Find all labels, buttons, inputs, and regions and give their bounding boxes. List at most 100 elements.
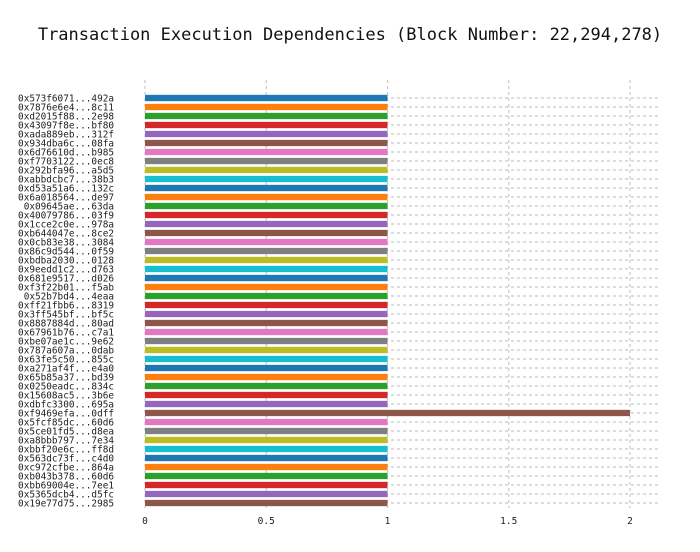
bar-11 [145,193,388,201]
y-tick-label: 0x52b7bd4...4eaa [24,291,114,302]
bar-36 [145,418,388,426]
x-axis-labels: 0 0.5 1 1.5 2 [142,516,633,527]
bar-9 [145,175,388,183]
bar-44 [145,490,388,498]
y-tick-label: 0x6a018564...de97 [18,192,114,203]
y-tick-label: 0x43097f8e...bf80 [18,120,114,131]
bar-6 [145,148,388,156]
bar-33 [145,391,388,399]
x-tick-label: 1.5 [500,516,517,527]
bar-24 [145,310,388,318]
x-tick-label: 0.5 [258,516,275,527]
bar-4 [145,130,388,138]
bar-40 [145,454,388,462]
bar-23 [145,301,388,309]
bar-45 [145,499,388,507]
y-tick-label: 0x573f6071...492a [18,93,114,104]
x-tick-label: 2 [627,516,633,527]
bar-7 [145,157,388,165]
y-tick-label: 0xf3f22b01...f5ab [18,282,114,293]
x-tick-label: 0 [142,516,148,527]
bars [145,94,630,507]
y-tick-label: 0x5ce01fd5...d8ea [18,426,114,437]
y-tick-label: 0x681e9517...d026 [18,273,114,284]
bar-42 [145,472,388,480]
y-tick-label: 0xbe07ae1c...9e62 [18,336,114,347]
chart-title: Transaction Execution Dependencies (Bloc… [38,25,662,45]
y-tick-label: 0xbdba2030...0128 [18,255,114,266]
y-tick-label: 0xc972cfbe...864a [18,462,114,473]
bar-14 [145,220,388,228]
y-axis-labels: 0x573f6071...492a0x7876e6e4...8c110xd201… [18,93,114,509]
y-tick-label: 0xff21fbb6...8319 [18,300,114,311]
bar-32 [145,382,388,390]
y-tick-label: 0x5fcf85dc...60d6 [18,417,114,428]
bar-2 [145,112,388,120]
y-tick-label: 0x40079786...03f9 [18,210,114,221]
x-tick-label: 1 [385,516,391,527]
y-tick-label: 0x63fe5c50...855c [18,354,114,365]
bar-35 [145,409,630,417]
y-tick-label: 0xd53a51a6...132c [18,183,114,194]
bar-34 [145,400,388,408]
y-tick-label: 0xabbdcbc7...38b3 [18,174,114,185]
y-tick-label: 0x67961b76...c7a1 [18,327,114,338]
bar-27 [145,337,388,345]
y-tick-label: 0x7876e6e4...8c11 [18,102,114,113]
y-tick-label: 0xb644047e...8ce2 [18,228,114,239]
y-tick-label: 0x8887884d...80ad [18,318,114,329]
bar-1 [145,103,388,111]
bar-43 [145,481,388,489]
y-tick-label: 0xbb69004e...7ee1 [18,480,114,491]
y-tick-label: 0xa8bbb797...7e34 [18,435,114,446]
bar-13 [145,211,388,219]
bar-38 [145,436,388,444]
y-tick-label: 0xf9469efa...0dff [18,408,114,419]
bar-28 [145,346,388,354]
y-tick-label: 0xd2015f88...2e98 [18,111,114,122]
y-tick-label: 0x09645ae...63da [24,201,114,212]
y-tick-label: 0x563dc73f...c4d0 [18,453,114,464]
bar-17 [145,247,388,255]
bar-8 [145,166,388,174]
y-tick-label: 0x3ff545bf...bf5c [18,309,114,320]
bar-41 [145,463,388,471]
bar-16 [145,238,388,246]
bar-25 [145,319,388,327]
bar-26 [145,328,388,336]
y-tick-label: 0xbbf20e6c...ff8d [18,444,114,455]
bar-10 [145,184,388,192]
bar-0 [145,94,388,102]
y-tick-label: 0x86c9d544...0f59 [18,246,114,257]
y-tick-label: 0xb043b378...60d6 [18,471,114,482]
y-tick-label: 0xada889eb...312f [18,129,114,140]
y-tick-label: 0x65b85a37...bd39 [18,372,114,383]
y-tick-label: 0x19e77d75...2985 [18,498,114,509]
y-tick-label: 0x934dba6c...08fa [18,138,114,149]
bar-12 [145,202,388,210]
y-tick-label: 0x15608ac5...3b6e [18,390,114,401]
bar-3 [145,121,388,129]
y-tick-label: 0x6d76610d...b985 [18,147,114,158]
bar-21 [145,283,388,291]
y-tick-label: 0x5365dcb4...d5fc [18,489,114,500]
y-tick-label: 0xdbfc3300...695a [18,399,114,410]
bar-5 [145,139,388,147]
y-tick-label: 0x0cb83e38...3084 [18,237,114,248]
bar-30 [145,364,388,372]
bar-19 [145,265,388,273]
y-tick-label: 0xa271af4f...e4a0 [18,363,114,374]
y-tick-label: 0x292bfa96...a5d5 [18,165,114,176]
bar-20 [145,274,388,282]
bar-31 [145,373,388,381]
bar-29 [145,355,388,363]
bar-37 [145,427,388,435]
y-tick-label: 0x9eedd1c2...d763 [18,264,114,275]
y-tick-label: 0x0250eadc...834c [18,381,114,392]
bar-39 [145,445,388,453]
y-tick-label: 0x787a607a...0dab [18,345,114,356]
bar-22 [145,292,388,300]
bar-18 [145,256,388,264]
bar-15 [145,229,388,237]
